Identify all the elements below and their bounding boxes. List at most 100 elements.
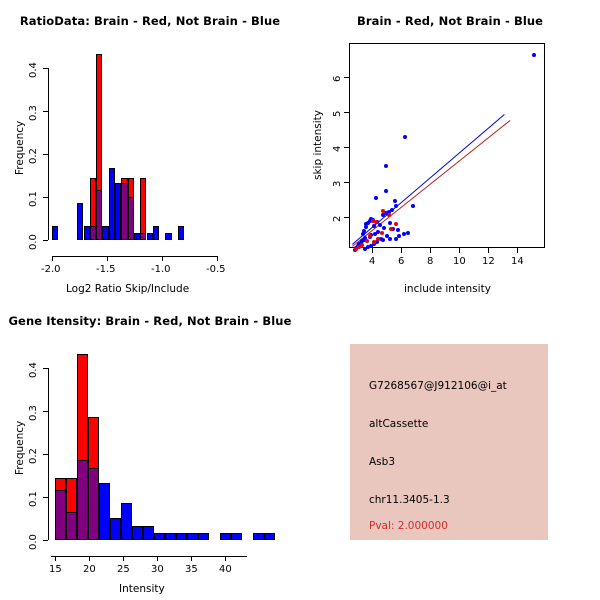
ratio-histogram-panel: RatioData: Brain - Red, Not Brain - Blue…: [0, 0, 300, 300]
scatter-panel: Brain - Red, Not Brain - Blue skip inten…: [300, 0, 600, 300]
scatter-point: [394, 204, 398, 208]
red-fit-line: [352, 119, 511, 247]
event-type-text: altCassette: [369, 418, 429, 430]
scatter-point: [402, 232, 406, 236]
scatter-point: [381, 213, 385, 217]
scatter-x-tick-8: [430, 248, 431, 253]
scatter-point: [382, 226, 386, 230]
scatter-y-tick-3: [344, 182, 349, 183]
bar-blue: [220, 533, 231, 540]
scatter-x-tick-label-14: 14: [511, 256, 524, 267]
scatter-point: [397, 234, 401, 238]
bar-overlap: [88, 468, 99, 540]
scatter-x-tick-label-6: 6: [398, 256, 405, 267]
bar-blue: [178, 226, 185, 240]
gene-info-panel: G7268567@J912106@i_at altCassette Asb3 c…: [300, 300, 600, 600]
bar-overlap: [77, 460, 88, 540]
ratio-histogram-y-axis: [48, 68, 49, 240]
scatter-point: [381, 209, 385, 213]
y-tick-label-3: 0.3: [28, 105, 39, 121]
scatter-ylabel: skip intensity: [312, 110, 324, 180]
bar-overlap: [140, 233, 147, 240]
scatter-point: [385, 234, 389, 238]
ratio-histogram-title: RatioData: Brain - Red, Not Brain - Blue: [19, 14, 281, 28]
scatter-point: [372, 224, 376, 228]
scatter-point: [363, 247, 367, 251]
gene-y-tick-label-2: 0.2: [28, 448, 39, 464]
bar-blue: [52, 226, 59, 240]
scatter-point: [396, 228, 400, 232]
bar-blue: [108, 168, 115, 240]
scatter-title: Brain - Red, Not Brain - Blue: [356, 14, 544, 28]
pval-text: Pval: 2.000000: [369, 520, 448, 532]
scatter-point: [380, 231, 384, 235]
scatter-point: [374, 196, 378, 200]
bar-blue: [77, 203, 84, 240]
bar-blue: [121, 503, 132, 540]
bar-blue: [99, 483, 110, 540]
ratio-histogram-ylabel: Frequency: [14, 120, 26, 175]
bar-blue: [187, 533, 198, 540]
y-tick-1: [43, 197, 48, 198]
y-tick-2: [43, 154, 48, 155]
scatter-point: [403, 135, 407, 139]
gene-histogram-x-axis: [51, 556, 247, 557]
scatter-point: [368, 219, 372, 223]
bar-overlap: [96, 190, 103, 240]
scatter-y-tick-label-2: 2: [332, 215, 343, 222]
probeset-id-text: G7268567@J912106@i_at: [369, 380, 507, 392]
gene-x-tick-35: [191, 556, 192, 561]
scatter-point: [394, 222, 398, 226]
bar-blue: [146, 233, 153, 240]
bar-blue: [154, 533, 165, 540]
gene-symbol-text: Asb3: [369, 456, 395, 468]
scatter-point: [361, 232, 365, 236]
bar-blue: [132, 526, 143, 540]
bar-blue: [264, 533, 275, 540]
y-tick-4: [43, 68, 48, 69]
scatter-y-tick-label-5: 5: [332, 110, 343, 117]
scatter-x-tick-label-12: 12: [482, 256, 495, 267]
y-tick-label-1: 0.1: [28, 191, 39, 207]
gene-histogram-y-axis: [48, 368, 49, 540]
gene-x-tick-40: [225, 556, 226, 561]
gene-y-tick-label-4: 0.4: [28, 362, 39, 378]
ratio-histogram-x-axis: [52, 256, 217, 257]
scatter-y-tick-4: [344, 147, 349, 148]
bar-blue: [110, 518, 121, 540]
gene-y-tick-2: [43, 454, 48, 455]
scatter-point: [391, 227, 395, 231]
x-tick-label-1: -1.5: [96, 264, 116, 275]
gene-y-tick-1: [43, 497, 48, 498]
y-tick-label-4: 0.4: [28, 62, 39, 78]
ratio-histogram-xlabel: Log2 Ratio Skip/Include: [66, 283, 190, 295]
scatter-point: [354, 247, 358, 251]
scatter-point: [366, 221, 370, 225]
scatter-point: [371, 219, 375, 223]
bar-red: [140, 178, 147, 240]
scatter-point: [381, 238, 385, 242]
gene-x-tick-label-25: 25: [117, 564, 130, 575]
scatter-point: [411, 204, 415, 208]
scatter-xlabel: include intensity: [404, 283, 491, 295]
chromosome-locus-text: chr11.3405-1.3: [369, 494, 450, 506]
scatter-point: [372, 242, 376, 246]
bar-blue: [231, 533, 242, 540]
y-tick-label-2: 0.2: [28, 148, 39, 164]
scatter-point: [394, 237, 398, 241]
bar-blue: [83, 226, 90, 240]
gene-x-tick-label-40: 40: [219, 564, 232, 575]
y-tick-label-0: 0.0: [28, 234, 39, 250]
bar-blue: [115, 183, 122, 240]
bar-overlap: [89, 226, 97, 240]
scatter-point: [365, 239, 369, 243]
gene-x-tick-15: [55, 556, 56, 561]
scatter-point: [378, 223, 382, 227]
scatter-point: [375, 240, 379, 244]
ratio-histogram-bars: [52, 54, 248, 240]
x-tick-label-2: -1.0: [151, 264, 171, 275]
scatter-point: [390, 208, 394, 212]
gene-x-tick-25: [123, 556, 124, 561]
scatter-point: [362, 238, 366, 242]
